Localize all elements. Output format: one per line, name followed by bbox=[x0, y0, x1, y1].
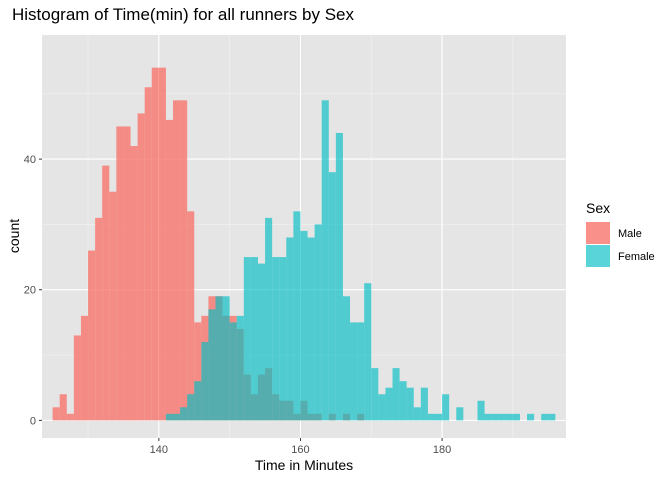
y-axis-title: count bbox=[6, 219, 22, 253]
bar-female bbox=[229, 322, 237, 421]
bar-female bbox=[187, 394, 195, 421]
bar-female bbox=[392, 368, 400, 421]
bar-female bbox=[321, 100, 329, 421]
legend-key-male bbox=[586, 222, 610, 244]
bar-male bbox=[130, 146, 138, 421]
bar-female bbox=[385, 387, 393, 421]
bar-female bbox=[548, 413, 556, 421]
legend: Sex Male Female bbox=[586, 200, 655, 267]
bar-female bbox=[357, 322, 365, 421]
bar-male bbox=[151, 67, 159, 421]
x-tick-label: 160 bbox=[291, 444, 309, 456]
bar-female bbox=[342, 296, 351, 421]
bar-male bbox=[80, 315, 89, 421]
bar-female bbox=[286, 237, 294, 421]
histogram-bars bbox=[52, 67, 556, 421]
bar-female bbox=[328, 172, 336, 421]
bar-female bbox=[491, 413, 499, 421]
bar-female bbox=[364, 283, 372, 421]
bar-female bbox=[173, 413, 181, 421]
bar-male bbox=[194, 322, 202, 421]
bar-female bbox=[208, 309, 216, 421]
bar-female bbox=[456, 407, 464, 421]
y-tick-label: 40 bbox=[24, 154, 36, 166]
bar-male bbox=[59, 394, 67, 421]
bar-female bbox=[257, 263, 266, 421]
bar-female bbox=[498, 413, 506, 421]
bar-female bbox=[300, 230, 308, 421]
bar-male bbox=[137, 113, 145, 421]
bar-female bbox=[505, 413, 513, 421]
bar-female bbox=[180, 407, 188, 421]
bar-male bbox=[102, 165, 110, 421]
bar-female bbox=[399, 381, 407, 421]
bar-female bbox=[484, 413, 492, 421]
bar-female bbox=[413, 407, 421, 421]
x-tick-label: 180 bbox=[433, 444, 451, 456]
bar-male bbox=[116, 126, 124, 421]
bar-female bbox=[420, 387, 428, 421]
legend-title: Sex bbox=[586, 200, 610, 216]
bar-female bbox=[250, 257, 258, 421]
legend-label-male: Male bbox=[618, 228, 642, 240]
bar-male bbox=[180, 100, 188, 421]
bar-female bbox=[272, 257, 280, 421]
bar-female bbox=[512, 413, 520, 421]
legend-label-female: Female bbox=[618, 251, 655, 263]
bar-male bbox=[66, 413, 74, 421]
x-axis-title: Time in Minutes bbox=[255, 457, 353, 473]
bar-female bbox=[215, 296, 223, 421]
bar-male bbox=[144, 87, 152, 421]
bar-female bbox=[265, 217, 273, 421]
bar-female bbox=[442, 394, 450, 421]
bar-female bbox=[279, 257, 287, 421]
bar-female bbox=[236, 315, 244, 421]
y-tick-label: 20 bbox=[24, 285, 36, 297]
bar-male bbox=[158, 67, 166, 421]
bar-female bbox=[335, 132, 343, 421]
bar-female bbox=[165, 413, 173, 421]
bar-male bbox=[95, 217, 103, 421]
bar-female bbox=[541, 413, 549, 421]
bar-male bbox=[123, 126, 131, 421]
bar-female bbox=[378, 394, 386, 421]
bar-female bbox=[427, 413, 435, 421]
bar-female bbox=[194, 381, 202, 421]
bar-male bbox=[187, 211, 195, 421]
legend-key-female bbox=[586, 245, 610, 267]
bar-male bbox=[88, 250, 96, 421]
bar-male bbox=[109, 191, 117, 421]
x-tick-label: 140 bbox=[150, 444, 168, 456]
bar-female bbox=[201, 341, 209, 421]
y-tick-label: 0 bbox=[30, 415, 36, 427]
bar-female bbox=[293, 211, 301, 421]
bar-female bbox=[371, 368, 379, 421]
bar-female bbox=[527, 413, 535, 421]
bar-male bbox=[52, 407, 60, 421]
chart-title: Histogram of Time(min) for all runners b… bbox=[12, 5, 354, 24]
bar-male bbox=[173, 100, 181, 421]
bar-female bbox=[477, 400, 485, 421]
bar-female bbox=[406, 387, 414, 421]
bar-female bbox=[350, 322, 358, 421]
bar-female bbox=[243, 257, 251, 421]
bar-female bbox=[314, 224, 322, 421]
bar-male bbox=[165, 119, 173, 421]
bar-female bbox=[307, 237, 315, 421]
bar-female bbox=[435, 413, 443, 421]
bar-female bbox=[222, 296, 230, 421]
axes: 140 160 180 0 20 40 bbox=[24, 154, 452, 456]
bar-male bbox=[73, 335, 81, 421]
